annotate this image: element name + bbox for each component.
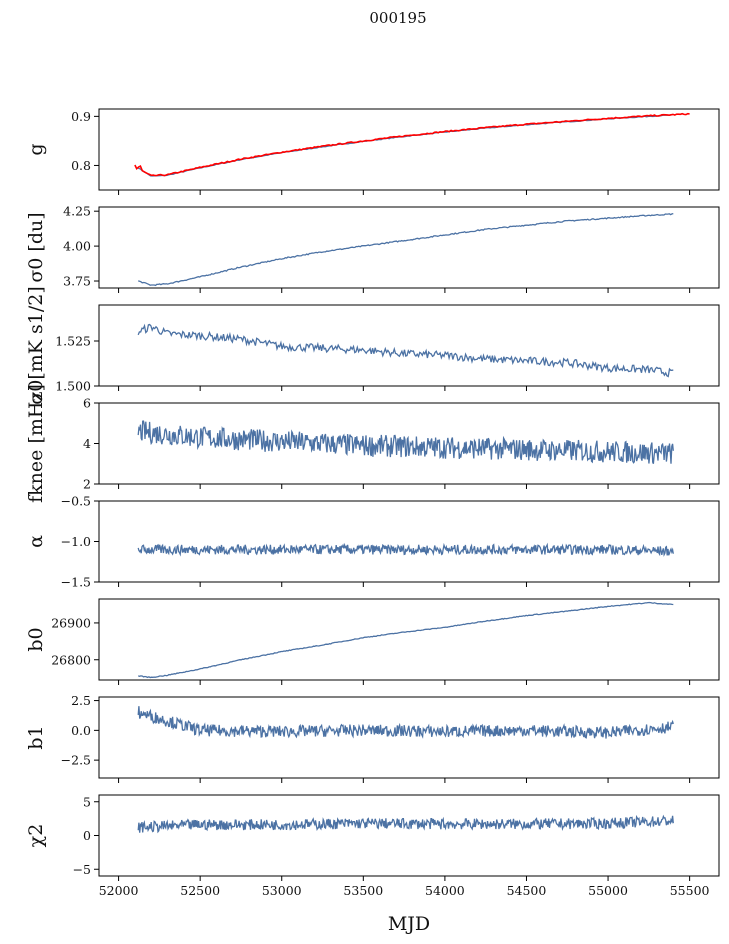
x-tick-label: 55000	[588, 883, 628, 898]
y-tick-label: 0.9	[71, 109, 91, 124]
series-line	[137, 542, 674, 557]
x-tick-label: 54500	[507, 883, 547, 898]
y-axis-label: σ0 [du]	[25, 212, 47, 282]
y-tick-label: −5	[73, 862, 91, 877]
series-line	[137, 814, 674, 834]
axes-frame	[98, 206, 720, 289]
y-axis-label: g	[25, 143, 47, 155]
y-tick-label: 4.25	[63, 204, 91, 219]
y-tick-label: 3.75	[63, 274, 91, 289]
y-tick-label: 6	[83, 396, 91, 411]
x-axis-label: MJD	[388, 913, 430, 935]
y-tick-label: 1.500	[55, 379, 91, 394]
y-tick-label: 2.5	[71, 693, 91, 708]
y-tick-label: 26900	[51, 615, 91, 630]
axes-frame	[98, 794, 720, 877]
y-axis-label: χ2	[25, 824, 47, 848]
y-tick-label: 26800	[51, 652, 91, 667]
series-line	[137, 420, 674, 464]
y-tick-label: 0.8	[71, 158, 91, 173]
subplot-7: −2.5 0.0 2.5 b1	[25, 693, 720, 783]
x-tick-label: 55500	[670, 883, 710, 898]
axes-frame	[98, 108, 720, 191]
series-line	[137, 706, 674, 739]
axes-frame	[98, 304, 720, 387]
x-tick-label: 54000	[425, 883, 465, 898]
y-axis-label: b1	[25, 725, 47, 749]
axes-frame	[98, 696, 720, 779]
series-line	[137, 323, 674, 378]
subplots: 0.8 0.9 g 3.75 4.00 4.25 σ0 [du] 1.500 1.525 σ0[m…	[25, 108, 720, 898]
y-tick-label: −0.5	[61, 494, 91, 509]
subplot-4: 2 4 6 fknee [mHz]	[25, 384, 720, 503]
figure-suptitle: 000195	[369, 9, 426, 27]
y-tick-label: 5	[83, 794, 91, 809]
x-tick-label: 52000	[99, 883, 139, 898]
y-tick-label: 4.00	[63, 239, 91, 254]
y-tick-label: −1.5	[61, 575, 91, 590]
axes-frame	[98, 598, 720, 681]
series-line	[137, 601, 674, 679]
series-line	[138, 113, 674, 177]
axes-frame	[98, 500, 720, 583]
y-axis-label: b0	[25, 627, 47, 651]
x-tick-label: 52500	[180, 883, 220, 898]
subplot-8: −5 0 5 52000 52500 53000 53500 54000 54500 55000 5…	[25, 794, 720, 898]
subplot-1: 0.8 0.9 g	[25, 108, 720, 195]
subplot-6: 26800 26900 b0	[25, 598, 720, 685]
y-tick-label: 0.0	[71, 723, 91, 738]
y-axis-label: σ0[mK s1/2]	[25, 286, 47, 404]
y-axis-label: fknee [mHz]	[25, 384, 47, 503]
y-tick-label: 0	[83, 828, 91, 843]
model-overlay-line	[134, 112, 690, 177]
y-tick-label: −2.5	[61, 753, 91, 768]
y-axis-label: α	[25, 535, 47, 548]
subplot-5: −1.5 −1.0 −0.5 α	[25, 494, 720, 590]
y-tick-label: 1.525	[55, 334, 91, 349]
subplot-2: 3.75 4.00 4.25 σ0 [du]	[25, 204, 720, 293]
y-tick-label: 4	[83, 436, 91, 451]
y-tick-label: 2	[83, 477, 91, 492]
series-line	[138, 212, 674, 287]
x-tick-label: 53500	[343, 883, 383, 898]
x-tick-label: 53000	[262, 883, 302, 898]
y-tick-label: −1.0	[61, 534, 91, 549]
subplot-3: 1.500 1.525 σ0[mK s1/2]	[25, 286, 720, 405]
